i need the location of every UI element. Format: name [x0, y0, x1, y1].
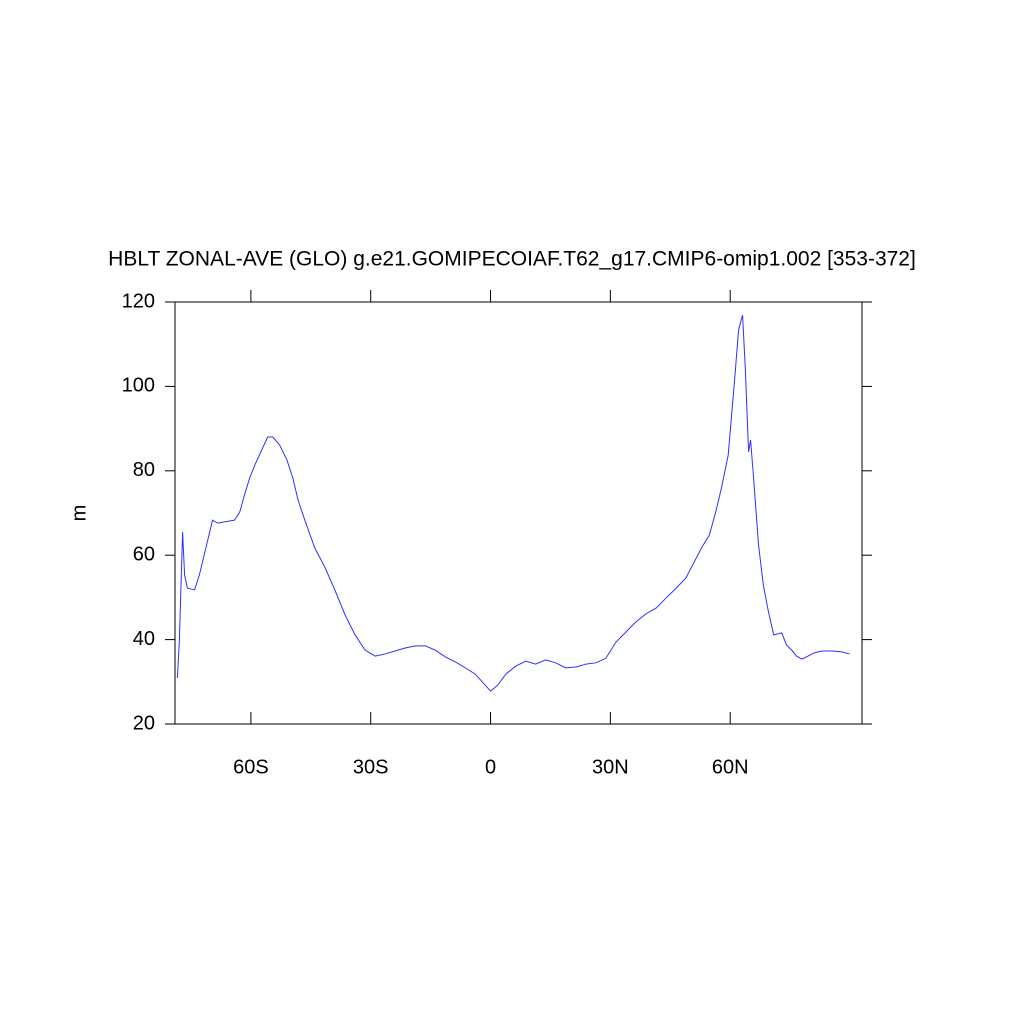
x-tick-label: 0	[485, 756, 496, 778]
y-tick-label: 20	[133, 712, 155, 734]
y-tick-label: 40	[133, 628, 155, 650]
x-tick-label: 60S	[233, 756, 269, 778]
y-tick-label: 120	[122, 290, 155, 312]
y-tick-label: 100	[122, 375, 155, 397]
y-tick-label: 60	[133, 543, 155, 565]
chart-title: HBLT ZONAL-AVE (GLO) g.e21.GOMIPECOIAF.T…	[108, 248, 916, 271]
y-tick-label: 80	[133, 459, 155, 481]
plot-frame	[174, 301, 863, 725]
data-line	[176, 314, 850, 692]
y-axis-label: m	[68, 505, 90, 522]
x-tick-label: 30N	[592, 756, 629, 778]
x-tick-label: 60N	[712, 756, 749, 778]
x-tick-label: 30S	[353, 756, 389, 778]
